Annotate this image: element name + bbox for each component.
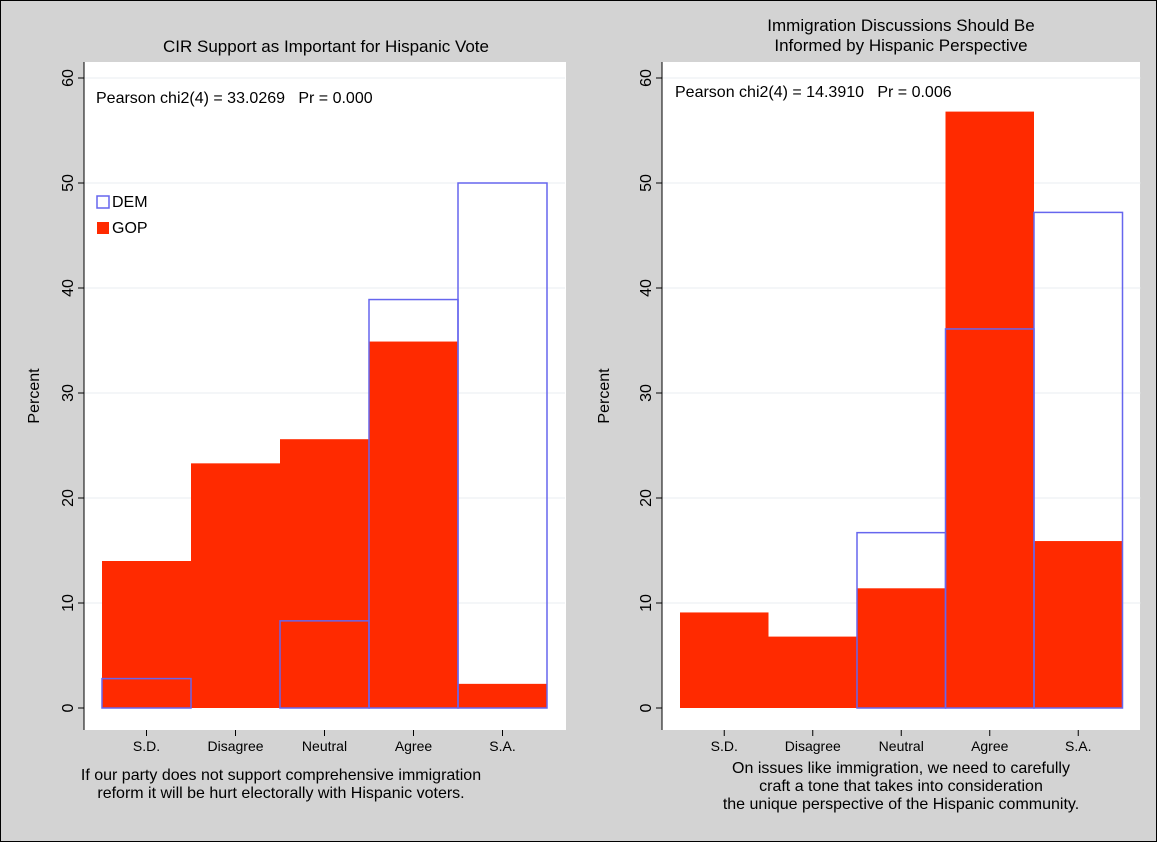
chart-left-bar-gop-Agree: [369, 341, 458, 708]
chart-right-xtick-label-1: Disagree: [785, 738, 841, 754]
chart-left-xlabel-line-2: reform it will be hurt electorally with …: [97, 785, 464, 802]
chart-left-ytick-label-50: 50: [60, 174, 77, 192]
legend-dem-swatch: [96, 195, 110, 209]
chart-left-bar-dem-S.D.: [101, 677, 192, 709]
chart-left-ytick-label-10: 10: [60, 594, 77, 612]
chart-left-xlabel-line-1: If our party does not support comprehens…: [81, 767, 481, 784]
chart-left-ytick-label-60: 60: [60, 69, 77, 87]
chart-right-ytick-label-60: 60: [638, 69, 655, 87]
chart-right-bar-gop-Disagree: [768, 636, 857, 708]
chart-right-xlabel-line-2: craft a tone that takes into considerati…: [759, 778, 1043, 795]
chart-right-title-line-2: Informed by Hispanic Perspective: [774, 36, 1027, 55]
chart-left-bar-gop-S.D.: [102, 561, 191, 708]
chart-left-bar-gop-Neutral: [280, 439, 369, 708]
chart-left-ytick-label-30: 30: [60, 384, 77, 402]
chart-left-ytick-label-0: 0: [60, 703, 77, 712]
chart-left-xtick-label-2: Neutral: [302, 738, 347, 754]
chart-right-ytick-label-40: 40: [638, 279, 655, 297]
chart-right-xtick-label-4: S.A.: [1065, 738, 1091, 754]
chart-left-ytick-label-40: 40: [60, 279, 77, 297]
legend-dem-label: DEM: [112, 194, 148, 211]
chart-right-xtick-label-3: Agree: [971, 738, 1009, 754]
chart-right-xtick-label-0: S.D.: [711, 738, 738, 754]
chart-left-xtick-label-4: S.A.: [489, 738, 515, 754]
chart-left-ytick-label-20: 20: [60, 489, 77, 507]
chart-right-xlabel-line-1: On issues like immigration, we need to c…: [732, 760, 1070, 777]
legend-gop-swatch: [97, 222, 109, 234]
chart-right-ytick-label-20: 20: [638, 489, 655, 507]
legend-gop-label: GOP: [112, 220, 148, 237]
chart-right-bar-gop-S.D.: [680, 612, 769, 708]
chart-right-annotation: Pearson chi2(4) = 14.3910 Pr = 0.006: [675, 84, 952, 101]
chart-left-bar-gop-S.A.: [458, 683, 547, 708]
chart-right-xlabel-line-3: the unique perspective of the Hispanic c…: [723, 796, 1079, 813]
chart-right-title-line-1: Immigration Discussions Should Be: [767, 16, 1034, 35]
chart-left-xtick-label-1: Disagree: [207, 738, 263, 754]
chart-left-annotation: Pearson chi2(4) = 33.0269 Pr = 0.000: [96, 90, 373, 107]
chart-left-bar-gop-Disagree: [191, 463, 280, 708]
chart-right-ytick-label-10: 10: [638, 594, 655, 612]
chart-right-bar-dem-S.A.: [1033, 211, 1124, 709]
chart-right-bar-gop-S.A.: [1034, 541, 1123, 708]
chart-right-xtick-label-2: Neutral: [879, 738, 924, 754]
legend: DEM GOP: [96, 194, 148, 237]
chart-left-title: CIR Support as Important for Hispanic Vo…: [163, 37, 489, 56]
chart-right-ytick-label-50: 50: [638, 174, 655, 192]
chart-right-y-axis-label: Percent: [596, 368, 613, 424]
chart-left-y-axis-label: Percent: [26, 368, 43, 424]
chart-right-bar-gop-Neutral: [857, 588, 946, 708]
chart-left: CIR Support as Important for Hispanic Vo…: [26, 37, 566, 802]
chart-right-ytick-label-30: 30: [638, 384, 655, 402]
chart-left-xtick-label-0: S.D.: [133, 738, 160, 754]
chart-right-bar-gop-Agree: [945, 111, 1034, 709]
chart-left-xtick-label-3: Agree: [395, 738, 433, 754]
chart-left-bar-dem-S.A.: [457, 182, 548, 709]
chart-right: Immigration Discussions Should Be Inform…: [596, 16, 1141, 813]
chart-right-ytick-label-0: 0: [638, 703, 655, 712]
